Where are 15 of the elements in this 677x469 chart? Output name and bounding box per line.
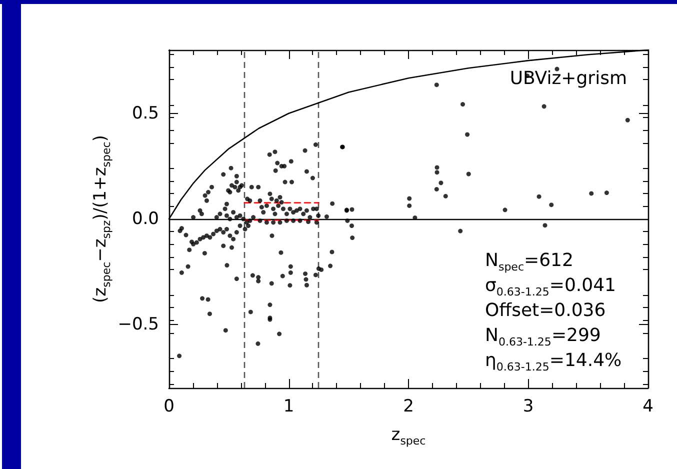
annotation: N$_{0.63-1.25}$=299: [485, 325, 601, 349]
annotation: η$_{0.63-1.25}$=14.4%: [485, 350, 622, 374]
y-tick-label: 0.5: [132, 103, 159, 124]
annotation: Offset=0.036: [485, 300, 606, 322]
x-tick-label: 1: [283, 396, 294, 416]
y-tick-label: −0.5: [118, 314, 159, 335]
x-tick-label: 4: [642, 396, 654, 416]
y-tick-label: 0.0: [132, 209, 159, 229]
annotation: UBViz+grism: [510, 68, 627, 90]
x-tick-label: 2: [403, 396, 414, 416]
x-tick-label: 3: [522, 396, 534, 416]
x-tick-label: 0: [164, 396, 174, 416]
annotation: σ$_{0.63-1.25}$=0.041: [485, 275, 616, 299]
annotation: N$_{spec}$=612: [485, 250, 574, 274]
x-axis-title: z$_{spec}$: [390, 425, 427, 448]
